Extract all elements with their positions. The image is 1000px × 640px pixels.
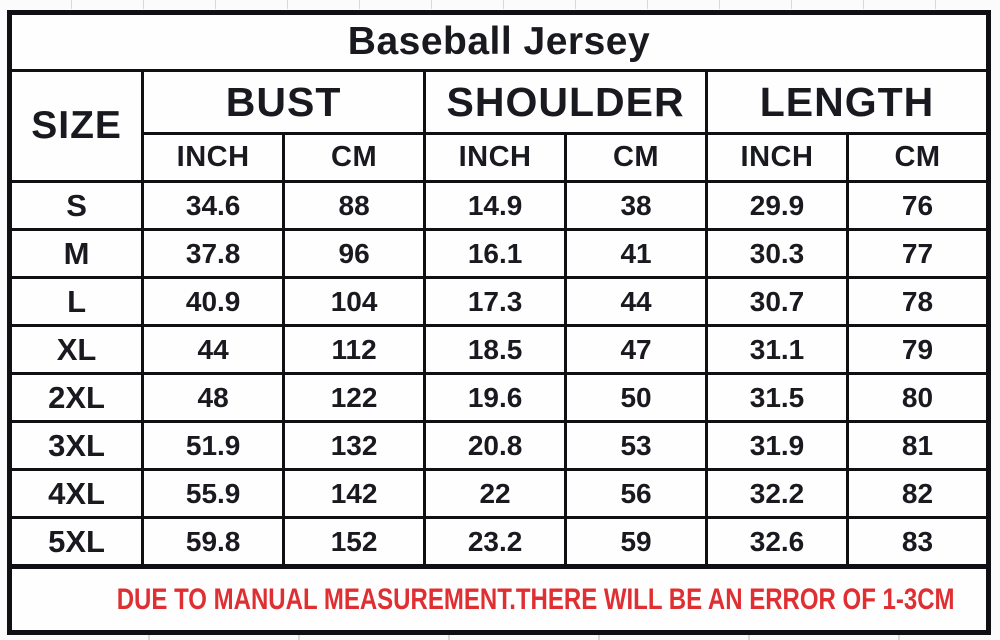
value-cell: 55.9 xyxy=(141,468,286,519)
value-cell: 78 xyxy=(845,276,991,327)
table-row: XL 44 112 18.5 47 31.1 79 xyxy=(7,324,991,375)
unit-header-bust-cm: CM xyxy=(282,132,427,183)
table-row: 2XL 48 122 19.6 50 31.5 80 xyxy=(7,372,991,423)
unit-header-length-cm: CM xyxy=(845,132,991,183)
value-cell: 81 xyxy=(845,420,991,471)
column-header-size: SIZE xyxy=(7,69,145,183)
size-cell: 4XL xyxy=(7,468,145,519)
value-cell: 22 xyxy=(423,468,568,519)
value-cell: 76 xyxy=(845,180,991,231)
unit-header-shoulder-cm: CM xyxy=(564,132,709,183)
measurement-disclaimer: DUE TO MANUAL MEASUREMENT.THERE WILL BE … xyxy=(116,582,955,616)
size-cell: XL xyxy=(7,324,145,375)
chart-title: Baseball Jersey xyxy=(8,11,990,72)
value-cell: 50 xyxy=(564,372,709,423)
table-row: 4XL 55.9 142 22 56 32.2 82 xyxy=(7,468,991,519)
value-cell: 14.9 xyxy=(423,180,568,231)
size-chart-table: Baseball Jersey SIZE BUST SHOULDER LENGT… xyxy=(7,10,991,635)
value-cell: 32.6 xyxy=(705,516,849,568)
size-cell: 2XL xyxy=(7,372,145,423)
value-cell: 34.6 xyxy=(141,180,286,231)
value-cell: 104 xyxy=(282,276,427,327)
value-cell: 47 xyxy=(564,324,709,375)
value-cell: 132 xyxy=(282,420,427,471)
size-cell: S xyxy=(7,180,145,231)
value-cell: 40.9 xyxy=(141,276,286,327)
measurement-disclaimer-cell: DUE TO MANUAL MEASUREMENT.THERE WILL BE … xyxy=(8,564,990,634)
value-cell: 122 xyxy=(282,372,427,423)
title-row: Baseball Jersey xyxy=(8,11,990,72)
size-cell: 3XL xyxy=(7,420,145,471)
value-cell: 142 xyxy=(282,468,427,519)
table-row: 5XL 59.8 152 23.2 59 32.6 83 xyxy=(7,516,991,568)
value-cell: 82 xyxy=(845,468,991,519)
value-cell: 30.7 xyxy=(705,276,849,327)
size-cell: M xyxy=(7,228,145,279)
value-cell: 31.1 xyxy=(705,324,849,375)
value-cell: 19.6 xyxy=(423,372,568,423)
value-cell: 32.2 xyxy=(705,468,849,519)
column-header-shoulder: SHOULDER xyxy=(423,69,709,135)
column-header-bust: BUST xyxy=(141,69,427,135)
value-cell: 77 xyxy=(845,228,991,279)
table-row: L 40.9 104 17.3 44 30.7 78 xyxy=(7,276,991,327)
value-cell: 56 xyxy=(564,468,709,519)
value-cell: 29.9 xyxy=(705,180,849,231)
size-cell: L xyxy=(7,276,145,327)
value-cell: 20.8 xyxy=(423,420,568,471)
value-cell: 112 xyxy=(282,324,427,375)
value-cell: 96 xyxy=(282,228,427,279)
value-cell: 31.9 xyxy=(705,420,849,471)
group-header-row: SIZE BUST SHOULDER LENGTH xyxy=(7,69,990,183)
value-cell: 17.3 xyxy=(423,276,568,327)
value-cell: 18.5 xyxy=(423,324,568,375)
value-cell: 152 xyxy=(282,516,427,568)
value-cell: 23.2 xyxy=(423,516,568,568)
value-cell: 83 xyxy=(845,516,991,568)
value-cell: 48 xyxy=(141,372,286,423)
value-cell: 51.9 xyxy=(141,420,286,471)
unit-header-row: INCH CM INCH CM INCH CM xyxy=(10,132,991,183)
size-rows: S 34.6 88 14.9 38 29.9 76 M 37.8 96 16.1 41 30.3 77 L 4… xyxy=(7,180,991,568)
value-cell: 79 xyxy=(845,324,991,375)
value-cell: 16.1 xyxy=(423,228,568,279)
spreadsheet-gridline-hint-top xyxy=(0,0,1000,9)
footer-row: DUE TO MANUAL MEASUREMENT.THERE WILL BE … xyxy=(8,564,990,634)
value-cell: 41 xyxy=(564,228,709,279)
table-row: M 37.8 96 16.1 41 30.3 77 xyxy=(7,228,991,279)
value-cell: 80 xyxy=(845,372,991,423)
size-cell: 5XL xyxy=(7,516,145,568)
value-cell: 59 xyxy=(564,516,709,568)
unit-header-bust-inch: INCH xyxy=(141,132,286,183)
value-cell: 44 xyxy=(141,324,286,375)
table-row: S 34.6 88 14.9 38 29.9 76 xyxy=(7,180,991,231)
unit-header-length-inch: INCH xyxy=(705,132,849,183)
value-cell: 31.5 xyxy=(705,372,849,423)
column-header-length: LENGTH xyxy=(705,69,990,135)
value-cell: 38 xyxy=(564,180,709,231)
table-row: 3XL 51.9 132 20.8 53 31.9 81 xyxy=(7,420,991,471)
value-cell: 37.8 xyxy=(141,228,286,279)
value-cell: 30.3 xyxy=(705,228,849,279)
value-cell: 59.8 xyxy=(141,516,286,568)
value-cell: 53 xyxy=(564,420,709,471)
value-cell: 88 xyxy=(282,180,427,231)
unit-header-shoulder-inch: INCH xyxy=(423,132,568,183)
value-cell: 44 xyxy=(564,276,709,327)
